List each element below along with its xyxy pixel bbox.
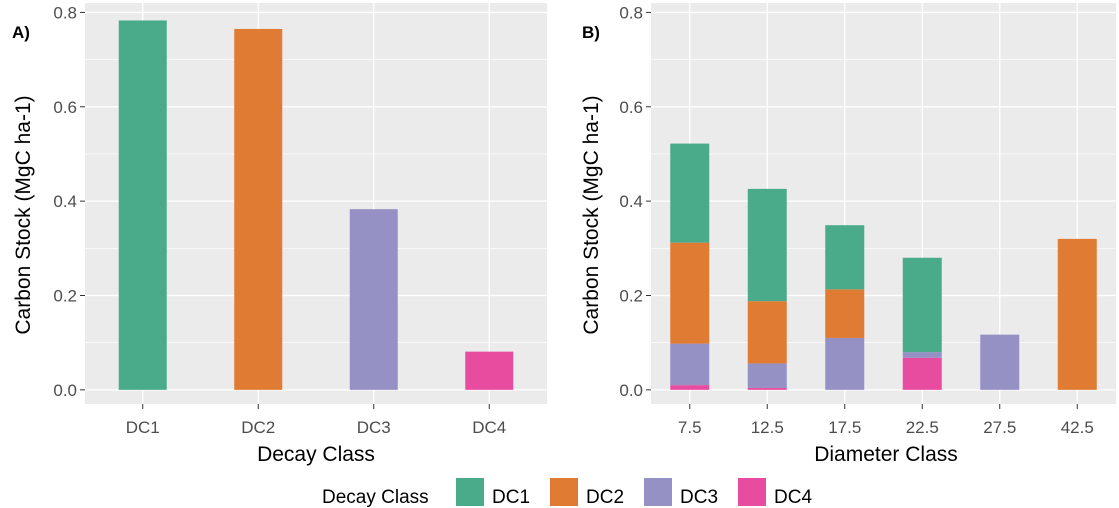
bar-segment-dc1-17-5 [825,225,865,290]
y-tick-label: 0.4 [53,192,77,211]
x-tick-label: 42.5 [1061,418,1094,437]
panel-a-y-axis-title: Carbon Stock (MgC ha-1) [12,95,35,334]
legend-label-dc1: DC1 [492,487,530,508]
legend-swatch-dc2 [550,478,578,506]
panel-b-x-axis-title: Diameter Class [814,443,958,466]
y-tick-label: 0.8 [619,3,643,22]
x-tick-label: 27.5 [983,418,1016,437]
bar-segment-dc4-12-5 [747,387,787,390]
y-tick-label: 0.0 [619,381,643,400]
legend-swatch-dc4 [738,478,766,506]
y-tick-label: 0.2 [53,286,77,305]
panel-b-bars [670,143,1097,390]
bar-segment-dc3-7-5 [670,343,710,386]
y-tick-label: 0.6 [53,98,77,117]
x-tick-label: 22.5 [906,418,939,437]
panel-b-background [651,3,1116,404]
y-tick-label: 0.4 [619,192,643,211]
legend-swatch-dc3 [644,478,672,506]
bar-segment-dc2-7-5 [670,242,710,344]
x-tick-label: 17.5 [828,418,861,437]
legend-label-dc3: DC3 [680,487,718,508]
bar-segment-dc1-12-5 [747,188,787,302]
bar-dc4 [465,351,514,390]
panel-b-y-ticks: 0.0 0.2 0.4 0.6 0.8 [619,3,651,400]
bar-segment-dc3-22-5 [902,352,942,358]
y-tick-label: 0.8 [53,3,77,22]
x-tick-label: DC2 [241,418,275,437]
bar-dc2 [234,28,283,390]
y-tick-label: 0.2 [619,286,643,305]
legend-label-dc4: DC4 [774,487,812,508]
legend-swatch-dc1 [456,478,484,506]
panel-a-x-axis-title: Decay Class [257,443,375,466]
bar-dc1 [118,20,167,390]
x-tick-label: DC1 [126,418,160,437]
bar-segment-dc3-27-5 [980,334,1020,390]
bar-segment-dc1-22-5 [902,257,942,353]
bar-segment-dc2-17-5 [825,289,865,338]
panel-a-x-ticks: DC1 DC2 DC3 DC4 [126,404,506,437]
bar-segment-dc2-42-5 [1057,238,1097,390]
y-tick-label: 0.0 [53,381,77,400]
panel-b: 0.00.20.40.60.8 7.5 12.5 17.5 22.5 27.5 42.5 … [580,3,1116,466]
bar-segment-dc4-7-5 [670,385,710,390]
legend-label-dc2: DC2 [586,487,624,508]
panel-b-x-ticks: 7.5 12.5 17.5 22.5 27.5 42.5 [678,404,1094,437]
panel-b-y-axis-title: Carbon Stock (MgC ha-1) [580,95,603,334]
x-tick-label: 7.5 [678,418,702,437]
x-tick-label: 12.5 [751,418,784,437]
y-tick-label: 0.6 [619,98,643,117]
x-tick-label: DC4 [472,418,506,437]
legend: Decay Class DC1 DC2 DC3 DC4 [322,478,812,508]
bar-dc3 [349,209,398,390]
panel-a-y-ticks: 0.0 0.2 0.4 0.6 0.8 [53,3,85,400]
bar-segment-dc4-22-5 [902,357,942,390]
legend-title: Decay Class [322,487,429,508]
bar-segment-dc1-7-5 [670,143,710,243]
bar-segment-dc2-12-5 [747,301,787,364]
bar-segment-dc3-12-5 [747,363,787,388]
panel-a: 0.0 0.2 0.4 0.6 0.8 DC1 DC2 DC3 DC4 A) Decay Cl… [12,3,547,466]
panel-a-bars [118,20,514,390]
panel-b-tag: B) [582,23,600,42]
x-tick-label: DC3 [357,418,391,437]
panel-a-tag: A) [12,23,30,42]
bar-segment-dc3-17-5 [825,337,865,390]
